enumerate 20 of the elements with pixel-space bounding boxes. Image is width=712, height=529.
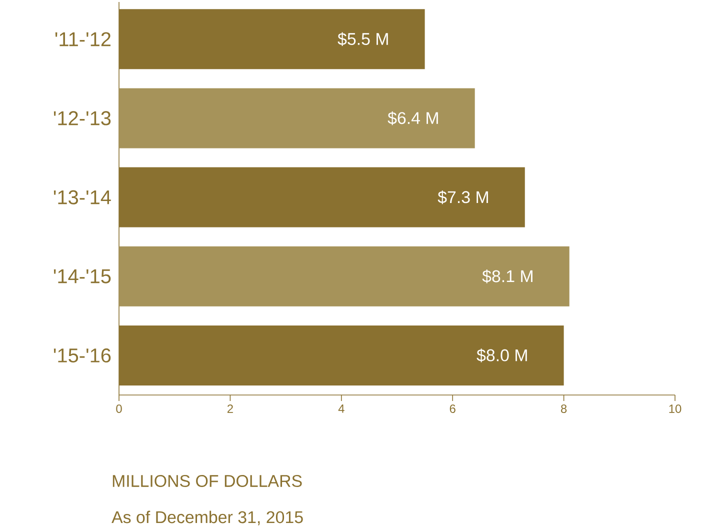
y-tick-label: '13-'14 xyxy=(54,190,111,204)
y-tick-label: '14-'15 xyxy=(54,269,111,284)
bar xyxy=(119,88,475,148)
data-label: $8.1 M xyxy=(482,270,532,284)
text: As of December 31, 2015 xyxy=(112,510,303,526)
y-tick-label: '11-'12 xyxy=(55,32,110,46)
x-axis-title: MILLIONS OF DOLLARS xyxy=(112,474,302,487)
x-tick-label: 8 xyxy=(561,404,567,413)
data-label: $8.0 M xyxy=(476,348,527,362)
x-tick-label: 0 xyxy=(116,404,122,413)
data-label: $6.4 M xyxy=(388,111,438,126)
y-tick-label: '15-'16 xyxy=(54,348,111,362)
x-tick-label: 4 xyxy=(338,404,344,413)
data-label: $5.5 M xyxy=(338,32,388,46)
x-tick-label: 6 xyxy=(450,404,456,413)
data-label: $7.3 M xyxy=(438,190,488,204)
x-tick-label: 10 xyxy=(669,404,682,413)
bar xyxy=(119,246,570,306)
y-tick-label: '12-'13 xyxy=(54,111,111,126)
x-tick-label: 2 xyxy=(227,404,233,413)
